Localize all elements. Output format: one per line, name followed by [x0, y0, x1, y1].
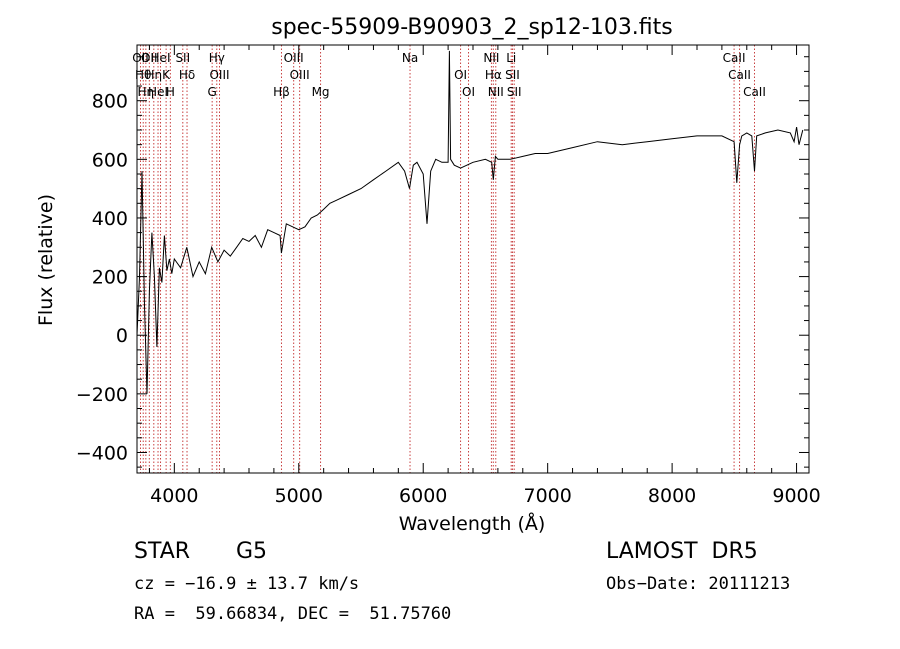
line-label: Mg — [312, 85, 330, 99]
line-label: Hγ — [209, 51, 225, 65]
x-tick-label: 8000 — [648, 485, 696, 507]
redshift-cz: cz = −16.9 ± 13.7 km/s — [134, 574, 360, 594]
line-label: CaII — [743, 85, 766, 99]
line-label: H — [166, 85, 175, 99]
x-axis: 4000 5000 6000 7000 8000 9000 — [148, 45, 821, 507]
y-tick-label: −200 — [76, 384, 128, 406]
sky-coordinates: RA = 59.66834, DEC = 51.75760 — [134, 604, 452, 624]
x-tick-label: 6000 — [399, 485, 447, 507]
survey-name: LAMOST DR5 — [606, 539, 758, 564]
object-subclass: G5 — [236, 539, 268, 564]
x-tick-label: 7000 — [523, 485, 571, 507]
line-label: OIII — [290, 68, 310, 82]
x-axis-label: Wavelength (Å) — [399, 512, 546, 535]
line-label: Na — [402, 51, 418, 65]
line-label: SII — [505, 68, 520, 82]
line-label: SII — [175, 51, 190, 65]
line-label: HeI — [148, 85, 168, 99]
line-markers — [139, 45, 755, 473]
x-tick-label: 4000 — [150, 485, 198, 507]
line-label: K — [162, 68, 171, 82]
line-label: OI — [462, 85, 475, 99]
spectrum-line — [136, 50, 804, 394]
line-label: Hη — [145, 68, 162, 82]
plot-frame — [136, 44, 810, 474]
line-label: G — [208, 85, 217, 99]
line-label: Li — [506, 51, 516, 65]
y-axis-label: Flux (relative) — [35, 194, 57, 326]
line-label: NII — [488, 85, 504, 99]
line-label: CaII — [728, 68, 751, 82]
observation-date: Obs−Date: 20111213 — [606, 574, 791, 594]
line-label: OIII — [284, 51, 304, 65]
y-tick-label: 400 — [92, 208, 128, 230]
line-label: OIII — [209, 68, 229, 82]
y-tick-label: 800 — [92, 91, 128, 113]
y-tick-label: 600 — [92, 149, 128, 171]
line-label: OII — [132, 51, 149, 65]
chart-title: spec-55909-B90903_2_sp12-103.fits — [271, 15, 673, 40]
y-axis: −400 −200 0 200 400 600 800 — [76, 56, 809, 468]
line-label: Hδ — [179, 68, 195, 82]
x-tick-label: 5000 — [275, 485, 323, 507]
y-tick-label: 200 — [92, 267, 128, 289]
line-label: Hη — [138, 85, 155, 99]
line-label: CaII — [723, 51, 746, 65]
line-label: OI — [454, 68, 467, 82]
y-tick-label: 0 — [116, 325, 128, 347]
y-tick-label: −400 — [76, 442, 128, 464]
line-label: Hα — [485, 68, 502, 82]
line-label: SII — [507, 85, 522, 99]
line-label: OII — [141, 51, 158, 65]
line-label: Hβ — [273, 85, 290, 99]
line-label: NII — [483, 51, 499, 65]
x-tick-label: 9000 — [772, 485, 820, 507]
object-class: STAR — [134, 539, 191, 564]
line-label: HeI — [151, 51, 171, 65]
